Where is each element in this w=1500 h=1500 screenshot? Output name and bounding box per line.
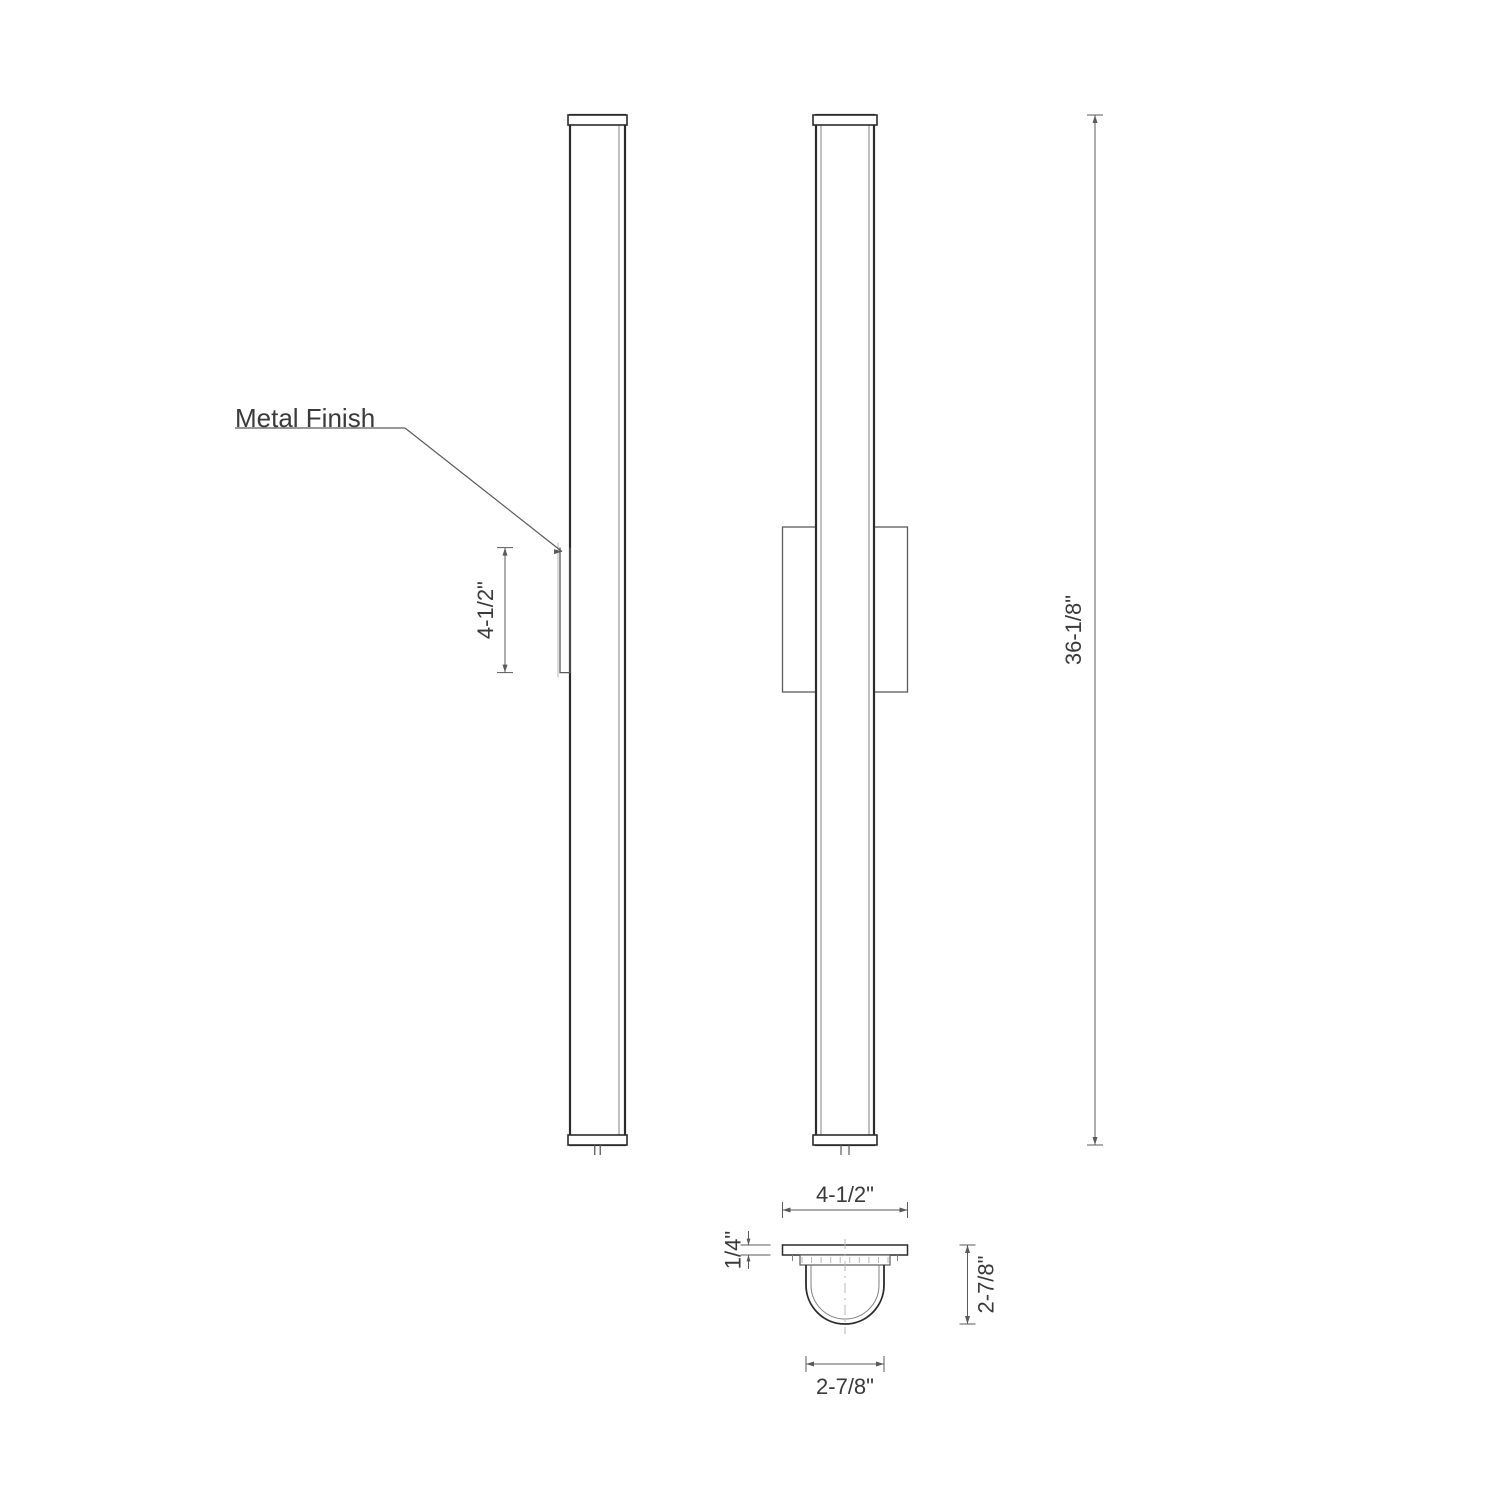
dimension-label: 1/4" xyxy=(720,1231,745,1269)
dimension-label: 2-7/8" xyxy=(973,1256,998,1314)
plan-view xyxy=(783,1239,908,1334)
dimension-label: 2-7/8" xyxy=(816,1374,874,1399)
technical-drawing: 4-1/2"Metal Finish36-1/8"4-1/2"1/4"2-7/8… xyxy=(0,0,1500,1500)
dimension-label: 4-1/2" xyxy=(473,581,498,639)
dimension-label: 4-1/2" xyxy=(816,1182,874,1207)
front-elevation xyxy=(783,115,908,1155)
side-elevation xyxy=(558,115,627,1155)
dimension-label: 36-1/8" xyxy=(1061,595,1086,665)
dimension xyxy=(806,1356,884,1372)
dimension xyxy=(1087,115,1103,1145)
dimension xyxy=(497,548,513,673)
